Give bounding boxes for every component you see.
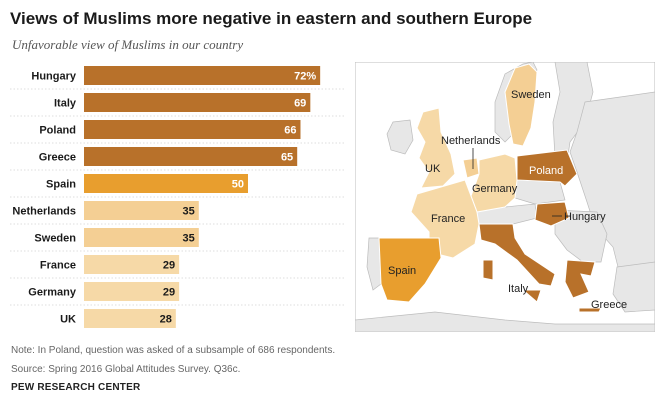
land-turkey xyxy=(612,261,655,313)
bar xyxy=(84,147,298,166)
category-label: Poland xyxy=(39,125,76,137)
chart-subtitle: Unfavorable view of Muslims in our count… xyxy=(12,37,244,52)
bar xyxy=(84,93,311,112)
map-label-spain: Spain xyxy=(388,265,416,277)
country-italy xyxy=(478,223,556,287)
bar xyxy=(84,174,248,193)
category-label: Hungary xyxy=(31,71,77,83)
map-label-germany: Germany xyxy=(472,183,518,195)
chart-title: Views of Muslims more negative in easter… xyxy=(10,9,533,28)
country-spain xyxy=(378,237,442,303)
value-label: 65 xyxy=(281,152,293,164)
category-label: UK xyxy=(60,314,76,326)
country-greece xyxy=(564,259,596,299)
value-label: 28 xyxy=(160,314,172,326)
country-italy-sardinia xyxy=(482,259,494,281)
footnote: Note: In Poland, question was asked of a… xyxy=(11,345,336,356)
value-label: 66 xyxy=(284,125,296,137)
country-sweden xyxy=(504,63,538,147)
value-label: 50 xyxy=(232,179,244,191)
land-finland-baltic xyxy=(552,62,594,163)
value-label: 29 xyxy=(163,260,175,272)
category-label: France xyxy=(40,260,76,272)
value-label: 35 xyxy=(183,206,195,218)
bar xyxy=(84,309,176,328)
bar xyxy=(84,228,199,247)
category-label: Italy xyxy=(54,98,77,110)
bar xyxy=(84,66,321,85)
value-label: 35 xyxy=(183,233,195,245)
map-label-france: France xyxy=(431,213,465,225)
value-label: 72% xyxy=(294,71,316,83)
category-label: Netherlands xyxy=(12,206,76,218)
country-uk xyxy=(416,107,456,189)
country-france xyxy=(410,179,480,259)
country-italy-sicily xyxy=(521,289,542,303)
value-label: 69 xyxy=(294,98,306,110)
bar-chart: Hungary 72% Italy 69 Poland 66 Greece 65 Spain 50… xyxy=(10,66,345,328)
source-organization: PEW RESEARCH CENTER xyxy=(11,382,141,393)
bar xyxy=(84,255,180,274)
bar xyxy=(84,201,199,220)
bar xyxy=(84,282,180,301)
land-ireland xyxy=(386,119,414,155)
country-poland xyxy=(516,149,578,187)
bar xyxy=(84,120,301,139)
category-label: Germany xyxy=(28,287,77,299)
country-greece-crete xyxy=(578,307,602,313)
map-label-greece: Greece xyxy=(591,299,627,311)
land-portugal xyxy=(366,237,382,291)
map-label-hungary: Hungary xyxy=(564,211,606,223)
country-germany xyxy=(470,153,518,213)
map-label-italy: Italy xyxy=(508,283,529,295)
category-label: Spain xyxy=(46,179,76,191)
land-north-africa xyxy=(355,311,655,332)
category-label: Sweden xyxy=(34,233,76,245)
europe-map: Sweden Netherlands UK Poland Germany Fra… xyxy=(355,62,655,332)
map-label-uk: UK xyxy=(425,163,441,175)
land-czech-slovakia xyxy=(514,179,566,205)
map-label-poland: Poland xyxy=(529,165,563,177)
source-line: Source: Spring 2016 Global Attitudes Sur… xyxy=(11,364,241,375)
map-label-netherlands: Netherlands xyxy=(441,135,501,147)
country-hungary xyxy=(534,201,570,227)
map-label-sweden: Sweden xyxy=(511,89,551,101)
category-label: Greece xyxy=(39,152,76,164)
value-label: 29 xyxy=(163,287,175,299)
